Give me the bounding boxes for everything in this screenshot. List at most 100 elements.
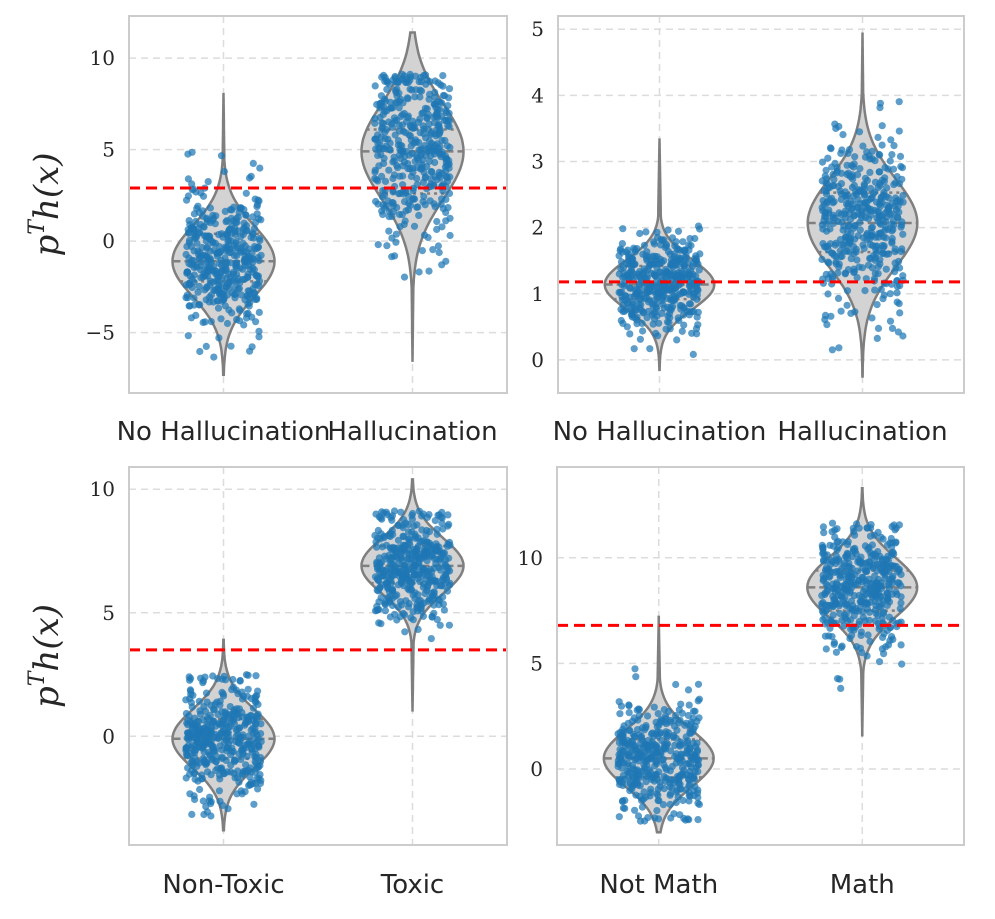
data-point	[847, 229, 855, 237]
data-point	[377, 92, 385, 100]
data-point	[825, 206, 833, 214]
data-point	[205, 267, 213, 275]
data-point	[389, 158, 397, 166]
data-point	[819, 523, 828, 531]
data-point	[820, 201, 828, 209]
data-point	[896, 198, 904, 206]
data-point	[255, 234, 263, 243]
data-point	[866, 637, 874, 646]
data-point	[434, 242, 442, 250]
data-point	[853, 256, 861, 264]
data-point	[642, 793, 650, 801]
data-point	[859, 608, 867, 616]
data-point	[692, 753, 701, 761]
data-point	[231, 294, 239, 302]
data-point	[256, 164, 264, 172]
data-point	[408, 149, 416, 157]
data-point	[690, 707, 698, 715]
data-point	[415, 268, 423, 276]
data-point	[834, 183, 843, 191]
data-point	[373, 543, 381, 551]
points-non-toxic	[182, 671, 265, 820]
data-point	[435, 120, 443, 128]
data-point	[414, 597, 423, 605]
y-tick-label: 5	[102, 601, 115, 625]
data-point	[404, 528, 413, 536]
data-point	[185, 673, 193, 681]
data-point	[413, 174, 421, 183]
data-point	[255, 257, 263, 265]
data-point	[229, 675, 237, 684]
data-point	[650, 703, 658, 711]
data-point	[371, 82, 379, 90]
data-point	[210, 353, 218, 361]
data-point	[647, 785, 655, 793]
data-point	[414, 625, 422, 634]
data-point	[890, 181, 898, 189]
data-point	[431, 577, 439, 585]
category-label: Hallucination	[777, 417, 947, 447]
data-point	[402, 597, 410, 605]
y-tick-label: 10	[90, 46, 115, 70]
data-point	[686, 724, 694, 733]
data-point	[250, 800, 258, 808]
data-point	[220, 692, 228, 700]
data-point	[195, 697, 203, 705]
data-point	[424, 144, 432, 152]
data-point	[395, 559, 403, 567]
data-point	[384, 593, 392, 602]
data-point	[696, 225, 704, 233]
data-point	[896, 152, 905, 160]
data-point	[822, 270, 830, 278]
data-point	[883, 589, 891, 597]
data-point	[203, 243, 211, 251]
data-point	[636, 792, 644, 800]
data-point	[847, 309, 855, 317]
data-point	[436, 174, 444, 182]
data-point	[186, 686, 194, 694]
data-point	[445, 85, 454, 93]
data-point	[674, 245, 683, 253]
data-point	[408, 579, 416, 587]
data-point	[438, 519, 446, 527]
data-point	[405, 131, 413, 139]
y-axis-label: pTh(x)	[25, 604, 67, 708]
data-point	[850, 268, 859, 276]
data-point	[648, 752, 657, 760]
data-point	[832, 552, 840, 560]
data-point	[879, 243, 888, 251]
data-point	[626, 330, 634, 338]
data-point	[822, 580, 830, 588]
data-point	[849, 163, 858, 171]
data-point	[400, 158, 409, 166]
data-point	[876, 182, 884, 190]
data-point	[836, 609, 844, 618]
data-point	[879, 535, 887, 543]
data-point	[668, 762, 676, 771]
data-point	[226, 703, 234, 711]
data-point	[885, 613, 894, 621]
data-point	[428, 613, 436, 621]
data-point	[658, 297, 666, 305]
data-point	[898, 660, 906, 668]
data-point	[388, 253, 396, 261]
data-point	[615, 739, 624, 747]
data-point	[694, 680, 703, 688]
data-point	[643, 255, 651, 263]
data-point	[406, 70, 414, 78]
data-point	[640, 241, 649, 249]
data-point	[658, 736, 666, 745]
data-point	[672, 750, 681, 758]
data-point	[223, 743, 231, 752]
data-point	[404, 112, 412, 120]
data-point	[216, 290, 224, 298]
data-point	[877, 285, 885, 293]
data-point	[638, 803, 647, 811]
data-point	[214, 304, 223, 312]
data-point	[873, 567, 881, 575]
data-point	[408, 515, 416, 523]
data-point	[694, 321, 702, 329]
data-point	[184, 175, 192, 183]
data-point	[676, 758, 684, 767]
data-point	[626, 284, 634, 292]
